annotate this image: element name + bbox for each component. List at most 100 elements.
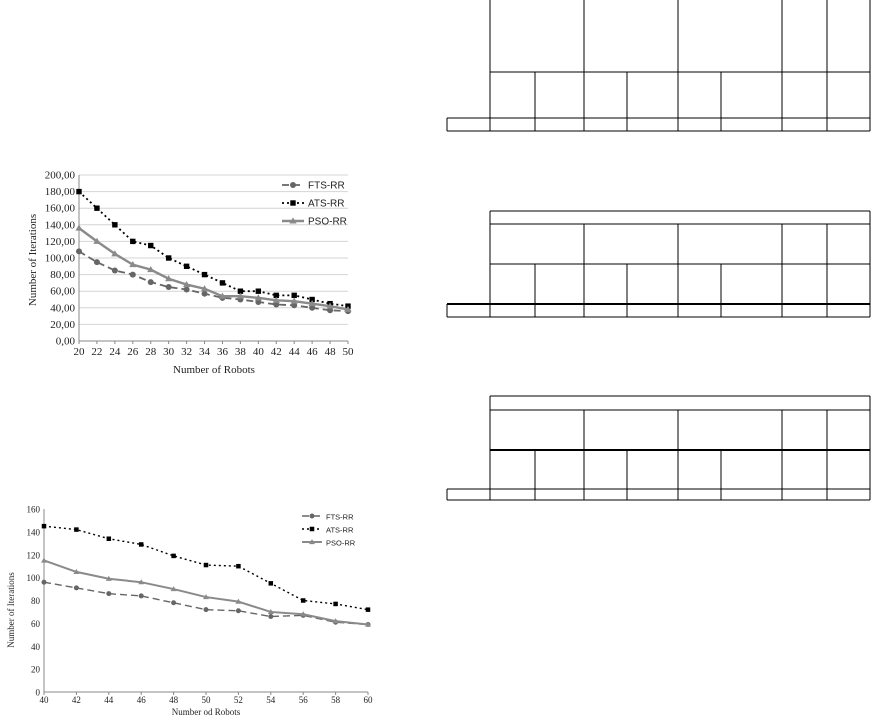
chart2-point-ats-rr [74,527,79,532]
chart1-y-tick-label: 120,00 [45,236,76,248]
chart1-point-ats-rr [255,288,262,294]
chart2-point-ats-rr [300,598,306,603]
chart1-point-ats-rr [165,255,172,261]
chart2-point-fts-rr [73,585,79,591]
chart2-x-tick-label: 40 [40,695,50,705]
chart2-point-pso-rr [73,568,80,575]
chart1-legend-marker [290,200,296,206]
chart1-legend: FTS-RR ATS-RR PSO-RR [282,181,347,228]
empty-table-2 [446,210,871,318]
chart-iterations-20-50: 0,00 20,00 40,00 60,00 80,00 100,00 120,00 140,… [27,170,354,377]
chart1-point-ats-rr [309,296,315,303]
chart1-point-fts-rr [147,279,154,286]
chart2-series-pso-rr [41,557,371,627]
chart1-series [75,188,352,315]
chart2-legend-label: FTS-RR [326,513,354,522]
empty-table-3 [446,395,871,501]
chart2-y-tick-label: 100 [27,573,41,583]
chart1-point-ats-rr [183,263,190,269]
chart2-y-tick-label: 140 [27,527,41,537]
chart1-y-tick-labels: 0,00 20,00 40,00 60,00 80,00 100,00 120,00 140,… [45,170,76,348]
chart1-point-fts-rr [93,259,100,266]
chart2-point-pso-rr [235,598,242,604]
chart1-x-tick-label: 28 [145,346,157,358]
chart1-x-tick-label: 38 [235,346,247,358]
chart2-point-fts-rr [138,593,144,599]
chart2-point-fts-rr [235,608,241,614]
chart2-point-ats-rr [203,562,209,568]
chart1-point-ats-rr [201,271,208,278]
chart2-line-pso-rr [43,559,369,626]
chart2-x-tick-label: 52 [234,695,243,705]
chart1-legend-marker [289,217,297,224]
chart2-y-tick-labels: 0 20 40 60 80 100 120 140 160 [27,505,41,698]
chart1-y-tick-label: 0,00 [56,336,76,348]
chart1-point-ats-rr [219,280,226,286]
chart1-x-tick-label: 24 [109,346,121,358]
chart2-x-tick-label: 48 [169,695,179,705]
chart1-y-tick-label: 160,00 [45,203,76,215]
chart2-series-fts-rr [41,579,371,628]
chart2-axes [43,509,369,695]
chart2-line-ats-rr [43,525,369,611]
chart1-point-pso-rr [290,297,298,304]
chart1-series-ats-rr [76,188,351,309]
chart2-legend: FTS-RR ATS-RR PSO-RR [302,513,356,548]
chart1-point-pso-rr [254,294,262,301]
chart2-point-ats-rr [365,607,371,612]
chart1-x-tick-label: 48 [325,346,337,358]
chart2-x-tick-label: 58 [331,695,341,705]
chart2-series [41,523,371,628]
chart2-x-tick-label: 56 [299,695,309,705]
chart1-x-tick-label: 20 [74,346,86,358]
chart2-point-fts-rr [171,600,177,606]
chart2-point-pso-rr [170,586,177,592]
chart1-point-pso-rr [111,250,119,257]
chart2-point-ats-rr [333,601,338,607]
chart1-y-tick-label: 40,00 [50,302,75,314]
chart1-x-tick-label: 34 [199,346,211,358]
chart1-legend-marker [290,182,296,188]
chart2-x-tick-label: 54 [266,695,276,705]
chart2-point-ats-rr [268,581,274,586]
chart2-legend-marker [309,513,315,519]
chart2-y-tick-label: 60 [31,619,41,629]
chart2-point-fts-rr [203,607,209,613]
chart2-point-ats-rr [106,536,112,541]
chart1-x-tick-label: 26 [127,346,139,358]
chart1-series-fts-rr [76,248,351,315]
chart2-point-ats-rr [138,542,144,547]
chart1-point-fts-rr [201,290,208,297]
empty-table-1 [446,0,871,132]
chart2-y-tick-label: 160 [27,505,41,515]
chart1-legend-label: FTS-RR [308,181,345,192]
chart2-x-axis-label: Number od Robots [172,707,241,717]
chart-iterations-40-60: 0 20 40 60 80 100 120 140 160 40 42 44 46 48 50 52 54 56… [6,505,373,717]
chart2-point-ats-rr [41,523,47,529]
chart1-point-pso-rr [129,261,137,268]
chart1-x-tick-label: 40 [253,346,265,358]
chart1-point-fts-rr [129,271,136,278]
chart1-x-tick-label: 36 [217,346,229,358]
chart1-point-pso-rr [75,224,83,231]
chart1-point-ats-rr [291,292,297,299]
chart1-legend-label: PSO-RR [308,217,347,228]
chart2-y-tick-label: 80 [31,596,41,606]
chart1-x-tick-label: 46 [307,346,319,358]
chart1-point-fts-rr [273,301,280,308]
chart1-point-pso-rr [200,285,209,292]
chart1-y-tick-label: 140,00 [45,219,76,231]
chart1-point-pso-rr [93,237,101,244]
chart2-y-axis-label: Number of Iterations [6,572,16,648]
chart1-point-ats-rr [94,205,100,211]
chart1-point-ats-rr [237,288,244,294]
chart1-y-tick-label: 20,00 [50,319,75,331]
chart1-y-axis-label: Number of Iterations [27,214,39,306]
chart2-series-ats-rr [41,523,371,612]
chart1-point-pso-rr [236,292,244,299]
chart1-legend-label: ATS-RR [308,199,344,210]
chart1-point-pso-rr [218,292,227,299]
chart1-y-tick-label: 100,00 [45,253,76,265]
chart1-point-ats-rr [130,238,136,245]
chart1-x-axis-label: Number of Robots [173,364,255,376]
